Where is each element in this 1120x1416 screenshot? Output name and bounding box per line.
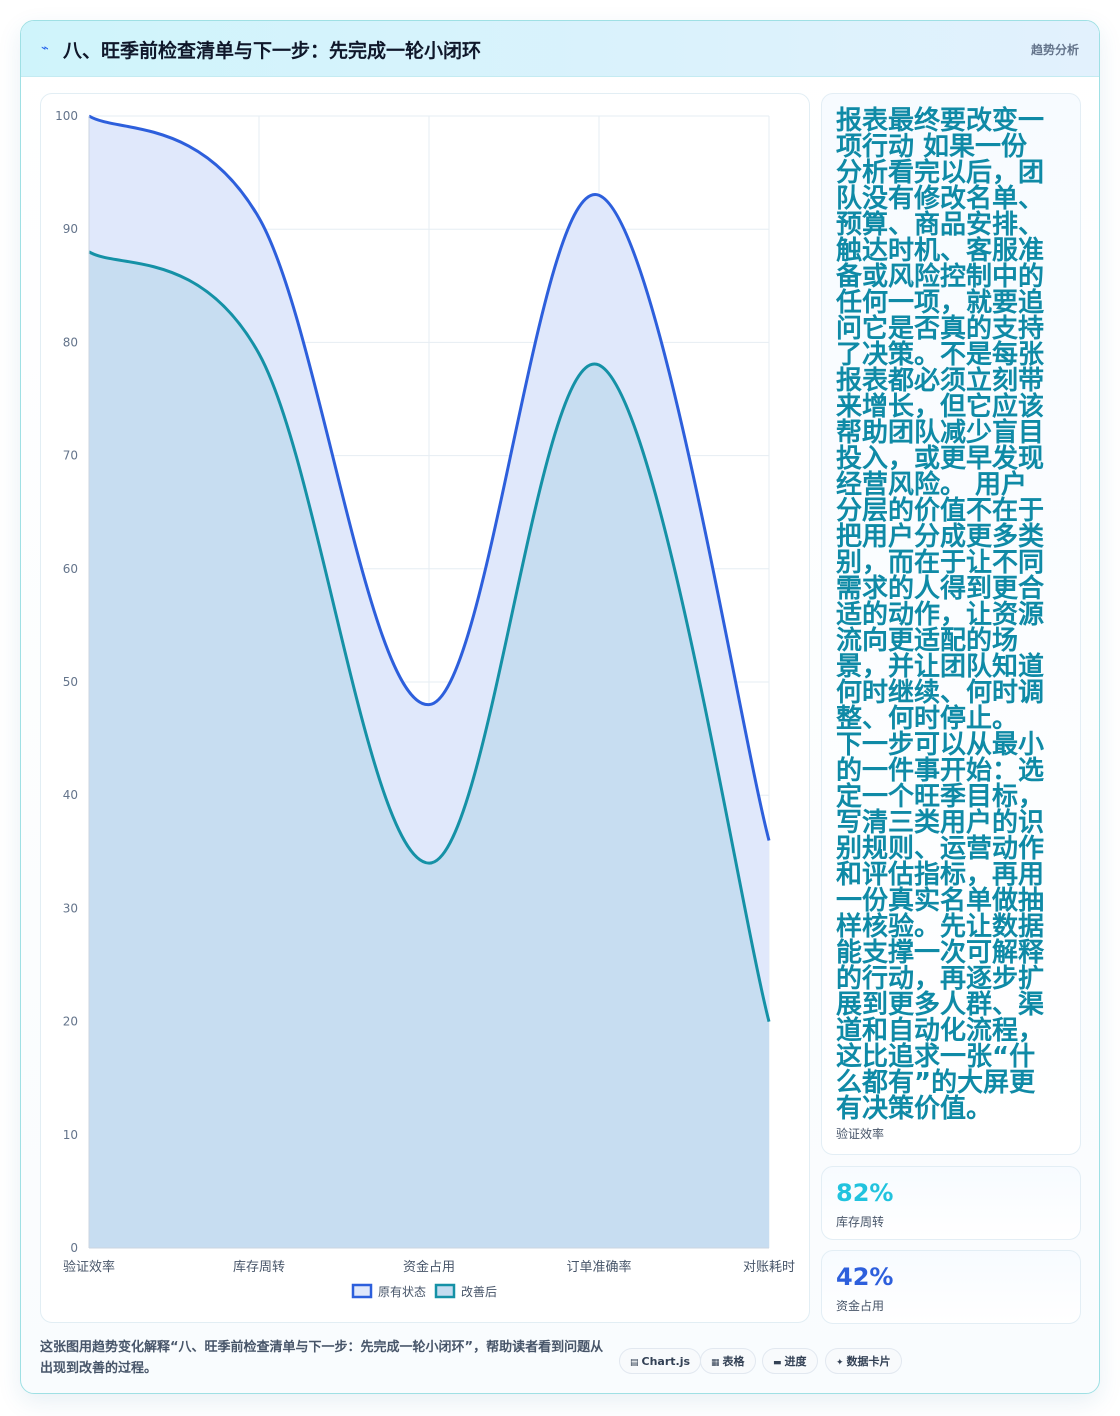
y-tick-label: 20 (63, 1015, 78, 1029)
stat-label: 库存周转 (836, 1215, 885, 1229)
pulse-icon: ⌁ (41, 41, 49, 56)
legend-swatch (351, 1283, 373, 1299)
sparkle-icon: ✦ (836, 1358, 844, 1368)
legend-label: 原有状态 (378, 1285, 426, 1299)
pill-label: Chart.js (641, 1355, 691, 1368)
legend-label: 改善后 (461, 1284, 497, 1299)
chartjs-pill[interactable]: ▤ Chart.js (619, 1348, 702, 1374)
stat-card-capital: 42% 资金占用 (821, 1250, 1081, 1324)
stat-value: 42% (836, 1263, 894, 1291)
insight-caption: 验证效率 (836, 1127, 885, 1141)
stat-card-inventory: 82% 库存周转 (821, 1166, 1081, 1240)
y-tick-label: 10 (63, 1128, 78, 1142)
x-tick-label: 资金占用 (403, 1259, 455, 1275)
card-header: ⌁ 八、旺季前检查清单与下一步：先完成一轮小闭环 趋势分析 (21, 21, 1099, 77)
pill-label: 表格 (722, 1355, 745, 1368)
y-tick-label: 70 (63, 449, 78, 463)
y-tick-label: 0 (70, 1241, 78, 1255)
insight-body: 报表最终要改变一项行动 如果一份分析看完以后，团队没有修改名单、预算、商品安排、… (836, 106, 1045, 1124)
insight-panel: 报表最终要改变一项行动 如果一份分析看完以后，团队没有修改名单、预算、商品安排、… (821, 93, 1081, 1155)
stat-label: 资金占用 (836, 1299, 885, 1313)
x-tick-label: 对账耗时 (743, 1260, 795, 1275)
y-tick-label: 80 (63, 335, 78, 349)
area-chart: 0 10 20 30 40 50 60 70 80 90 100 验证效率 库存周转 资金占用 订单准确率 对… (55, 109, 795, 1299)
y-tick-label: 40 (63, 788, 78, 802)
series-area (89, 251, 769, 1249)
chart-description: 这张图用趋势变化解释“八、旺季前检查清单与下一步：先完成一轮小闭环”，帮助读者看… (40, 1340, 604, 1376)
chart-panel: 0 10 20 30 40 50 60 70 80 90 100 验证效率 库存周转 资金占用 订单准确率 对… (40, 93, 810, 1323)
table-pill[interactable]: ▦ 表格 (700, 1348, 756, 1374)
x-tick-label: 验证效率 (63, 1259, 115, 1275)
stat-value: 82% (836, 1179, 894, 1207)
progress-icon: ▬ (773, 1358, 782, 1368)
table-icon: ▦ (711, 1358, 720, 1368)
trend-analysis-tag: 趋势分析 (1030, 43, 1079, 57)
y-tick-label: 30 (63, 901, 78, 915)
data-card-pill[interactable]: ✦ 数据卡片 (825, 1348, 902, 1374)
y-tick-label: 90 (63, 222, 78, 236)
pill-label: 数据卡片 (846, 1355, 891, 1368)
x-tick-label: 订单准确率 (566, 1259, 631, 1275)
series-line (88, 250, 771, 1022)
report-card: ⌁ 八、旺季前检查清单与下一步：先完成一轮小闭环 趋势分析 0 10 20 30 40 5… (20, 20, 1100, 1394)
card-title: 八、旺季前检查清单与下一步：先完成一轮小闭环 (63, 40, 482, 62)
series-line (88, 114, 771, 841)
progress-pill[interactable]: ▬ 进度 (762, 1348, 818, 1374)
legend-swatch (434, 1283, 456, 1299)
pill-label: 进度 (784, 1355, 807, 1368)
y-tick-label: 50 (63, 675, 78, 689)
chart-icon: ▤ (630, 1358, 639, 1368)
y-tick-label: 60 (63, 562, 78, 576)
y-tick-label: 100 (55, 109, 78, 123)
x-tick-label: 库存周转 (233, 1259, 285, 1275)
